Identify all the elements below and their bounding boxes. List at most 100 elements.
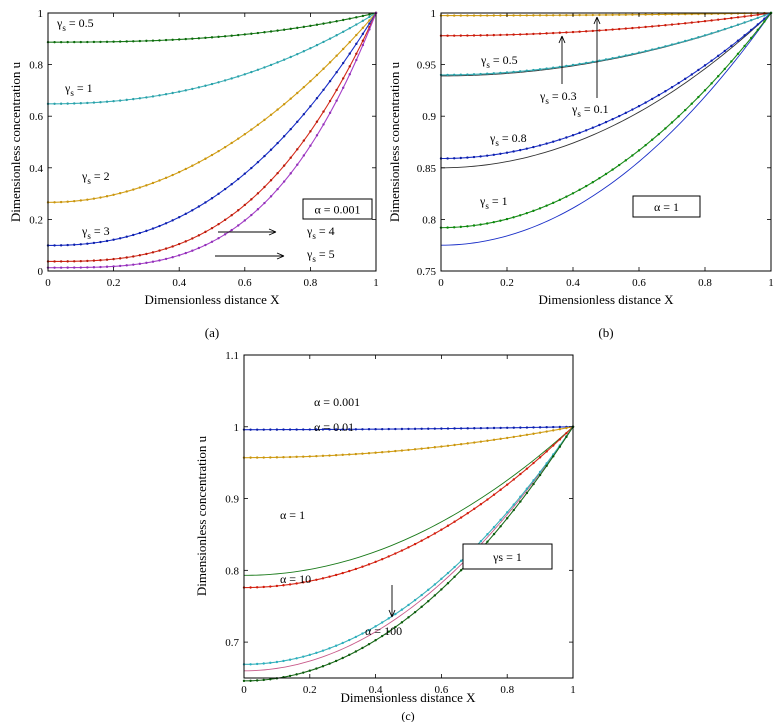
data-point (565, 14, 568, 17)
panel-c-series-markers-0.01 (242, 425, 575, 459)
data-point (717, 54, 720, 58)
data-point (604, 13, 608, 17)
data-point (466, 225, 469, 228)
data-point (99, 259, 102, 262)
data-point (243, 73, 246, 76)
panel-a-label-gs-4: γs = 4 (306, 224, 335, 241)
data-point (512, 70, 515, 74)
data-point (288, 583, 292, 586)
data-point (743, 15, 746, 18)
data-point (132, 233, 135, 237)
data-point (499, 33, 502, 37)
data-point (125, 40, 128, 43)
data-point (92, 101, 96, 104)
data-point (380, 427, 384, 431)
data-point (440, 588, 443, 591)
data-point (611, 13, 614, 17)
data-point (151, 39, 155, 42)
data-point (532, 14, 535, 17)
data-point (255, 662, 259, 666)
data-point (571, 30, 575, 34)
data-point (276, 141, 279, 145)
data-point (255, 428, 259, 431)
data-point (355, 42, 358, 46)
data-point (86, 101, 89, 105)
data-point (230, 34, 233, 37)
data-point (125, 190, 128, 193)
data-point (420, 593, 423, 597)
data-point (348, 653, 351, 657)
data-point (171, 219, 174, 222)
data-point (348, 569, 351, 573)
data-point (558, 425, 562, 429)
data-point (295, 455, 298, 459)
data-point (263, 154, 266, 158)
data-point (315, 428, 318, 431)
data-point (637, 26, 641, 29)
data-point (519, 33, 522, 36)
data-point (499, 525, 502, 528)
data-point (262, 678, 265, 682)
panel-b-series-markers-s-1 (439, 11, 773, 229)
data-point (565, 136, 568, 139)
x-tick-label: 0.4 (172, 277, 186, 289)
data-point (191, 209, 194, 212)
data-point (763, 17, 766, 20)
data-point (354, 452, 358, 456)
data-point (250, 213, 253, 217)
data-point (479, 14, 482, 17)
data-point (499, 152, 502, 155)
data-point (558, 65, 561, 69)
data-point (446, 34, 449, 37)
data-point (532, 32, 535, 36)
data-point (684, 39, 687, 43)
data-point (723, 67, 726, 71)
data-point (269, 195, 273, 198)
data-point (315, 651, 318, 655)
data-point (105, 265, 109, 268)
data-point (354, 635, 358, 639)
data-point (499, 426, 502, 430)
panel-a-label-gs-0.5: γs = 0.5 (56, 16, 94, 33)
data-point (309, 144, 312, 147)
data-point (302, 154, 306, 157)
data-point (308, 428, 311, 431)
data-point (664, 127, 667, 130)
data-point (105, 258, 109, 261)
data-point (611, 168, 614, 171)
data-point (552, 201, 555, 205)
data-point (664, 45, 667, 48)
data-point (446, 73, 449, 77)
panel-c-label-alpha-0.01: α = 0.01 (314, 420, 354, 434)
data-point (342, 86, 345, 89)
data-point (677, 41, 680, 45)
data-point (730, 16, 733, 20)
data-point (151, 260, 155, 263)
data-point (505, 71, 509, 74)
data-point (525, 147, 528, 150)
data-point (710, 82, 713, 85)
data-point (394, 552, 397, 555)
data-point (355, 23, 358, 26)
data-point (296, 91, 299, 95)
data-point (499, 71, 502, 75)
data-point (545, 450, 548, 453)
data-point (427, 588, 430, 592)
data-point (309, 24, 312, 28)
data-point (164, 247, 168, 250)
data-point (453, 226, 456, 229)
data-point (335, 88, 338, 92)
y-tick-label: 1 (38, 8, 44, 20)
data-point (525, 211, 528, 215)
data-point (79, 259, 83, 263)
data-point (453, 520, 456, 523)
data-point (249, 428, 252, 431)
data-point (86, 242, 89, 245)
data-point (512, 435, 515, 439)
panel-a-series-markers-s-1 (46, 11, 378, 106)
data-point (92, 259, 96, 262)
data-point (263, 185, 266, 189)
data-point (374, 560, 377, 564)
x-tick-label: 0.2 (303, 684, 317, 696)
data-point (296, 163, 299, 166)
